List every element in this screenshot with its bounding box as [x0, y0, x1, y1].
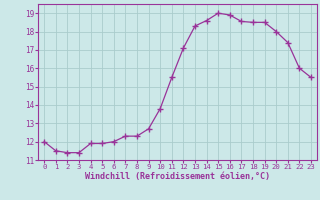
- X-axis label: Windchill (Refroidissement éolien,°C): Windchill (Refroidissement éolien,°C): [85, 172, 270, 181]
